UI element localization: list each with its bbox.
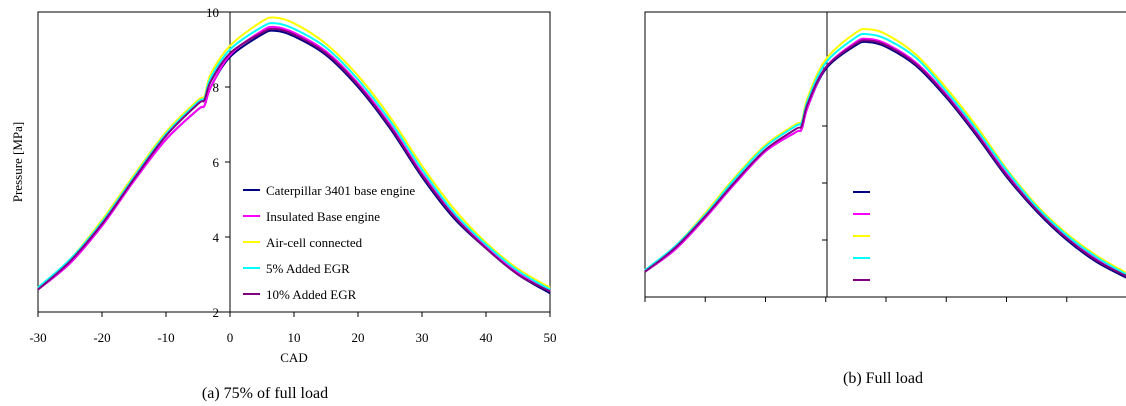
chart-a-ticks: -30 -20 -10 0 10 20 30 40 50 2 4 6 8 10 <box>29 5 556 345</box>
chart-a-legend-label: Caterpillar 3401 base engine <box>266 183 415 198</box>
chart-a-ytick-label: 6 <box>213 155 220 170</box>
chart-a-legend-label: 10% Added EGR <box>266 287 357 302</box>
chart-a-series-line-5 <box>37 27 551 293</box>
chart-a-series-line-3 <box>37 16 551 289</box>
chart-b-caption: (b) Full load <box>843 370 923 387</box>
chart-b-plot-area <box>644 11 1126 298</box>
chart-a-series-line-2 <box>37 25 551 293</box>
chart-a-plot-area <box>37 11 551 313</box>
chart-b-series-line-2 <box>644 37 1126 276</box>
chart-a-xtick-label: 40 <box>480 330 493 345</box>
chart-a-legend: Caterpillar 3401 base engine Insulated Ba… <box>243 183 415 302</box>
chart-a-legend-label: Air-cell connected <box>266 235 363 250</box>
chart-b-legend <box>853 191 870 281</box>
chart-b-series-line-5 <box>644 39 1126 278</box>
chart-a-series-line-4 <box>37 22 551 291</box>
chart-b-series-line-3 <box>644 28 1126 274</box>
chart-a-xtick-label: 30 <box>416 330 429 345</box>
chart-a-xtick-label: 10 <box>288 330 301 345</box>
chart-a-legend-label: 5% Added EGR <box>266 261 350 276</box>
chart-b: (b) Full load <box>644 11 1126 387</box>
chart-a-xlabel: CAD <box>280 350 307 365</box>
chart-a-ylabel: Pressure [MPa] <box>10 122 25 203</box>
chart-a-ytick-label: 10 <box>206 5 219 20</box>
chart-a-ytick-label: 2 <box>213 305 220 320</box>
chart-b-series-lines <box>644 28 1126 279</box>
chart-a-xtick-label: -20 <box>93 330 110 345</box>
chart-a-xtick-label: -30 <box>29 330 46 345</box>
chart-a-ytick-label: 8 <box>213 80 220 95</box>
chart-a-xtick-label: 20 <box>352 330 365 345</box>
chart-a-xtick-label: 0 <box>227 330 234 345</box>
chart-a-series-lines <box>37 16 551 295</box>
chart-a-legend-label: Insulated Base engine <box>266 209 380 224</box>
chart-b-series-line-4 <box>644 32 1126 276</box>
chart-a-xtick-label: -10 <box>157 330 174 345</box>
chart-a-caption: (a) 75% of full load <box>202 385 328 402</box>
chart-a: -30 -20 -10 0 10 20 30 40 50 2 4 6 8 10 Pressure [MPa… <box>10 5 557 402</box>
chart-a-xtick-label: 50 <box>544 330 557 345</box>
chart-a-ytick-label: 4 <box>213 230 220 245</box>
